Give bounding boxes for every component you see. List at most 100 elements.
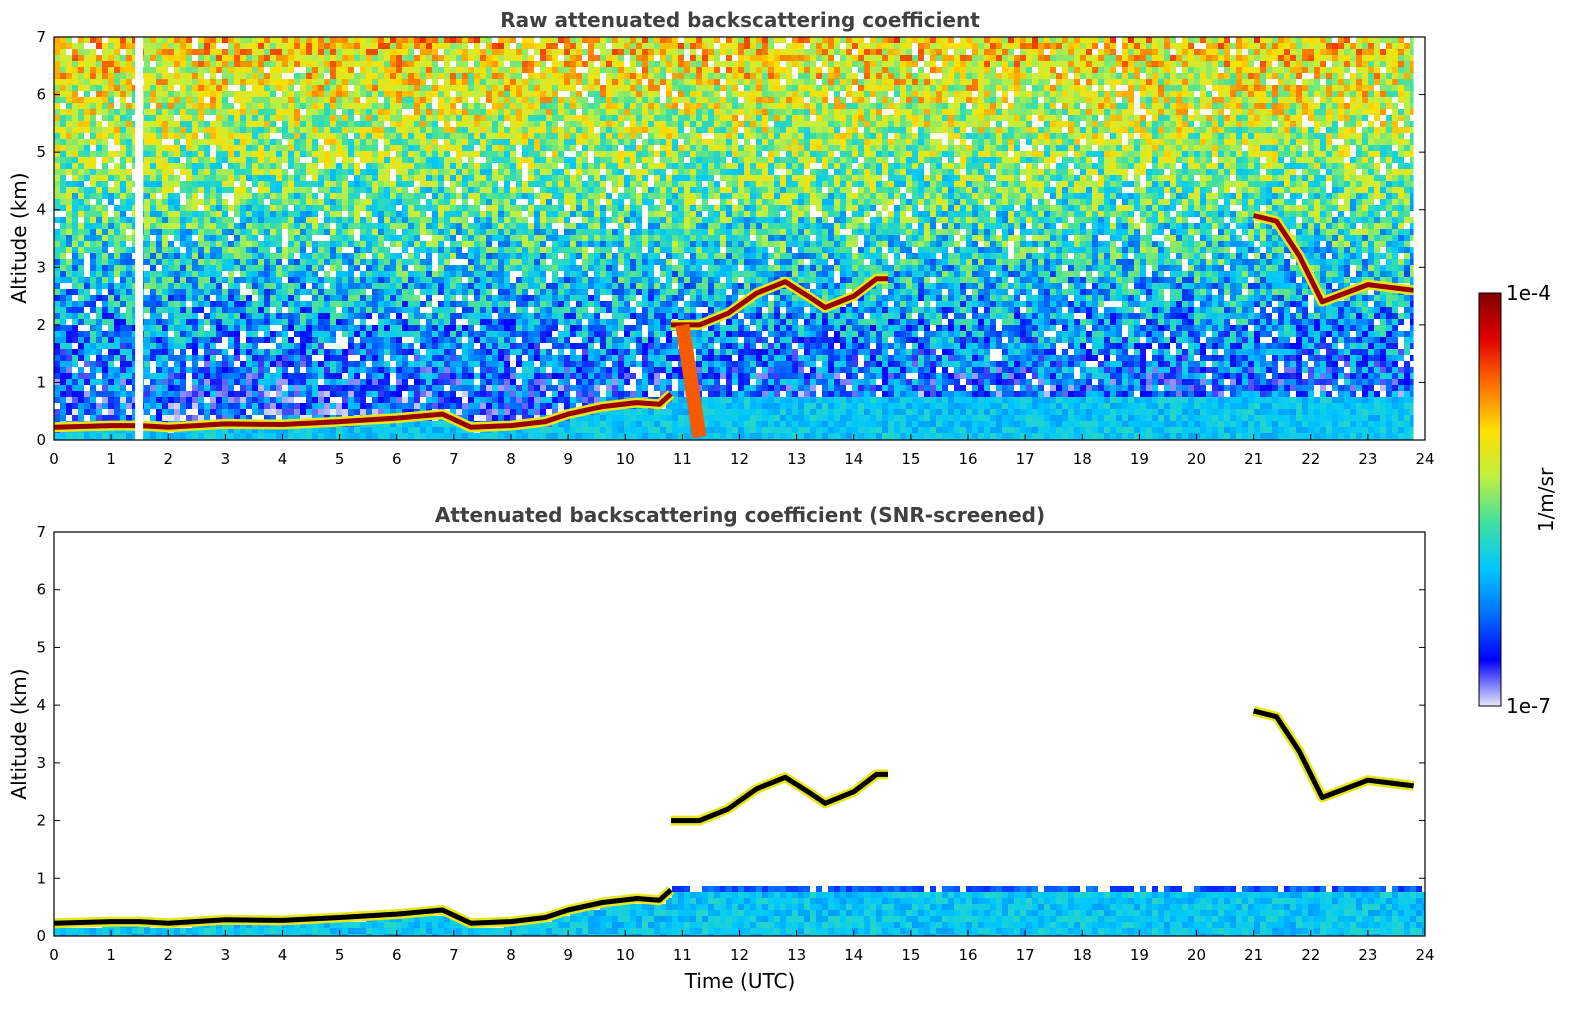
heatmap-cell — [402, 259, 408, 265]
heatmap-cell — [114, 49, 120, 55]
heatmap-cell — [390, 133, 396, 139]
heatmap-cell — [462, 349, 468, 355]
heatmap-cell — [444, 79, 450, 85]
heatmap-cell — [126, 91, 132, 97]
heatmap-cell — [186, 91, 192, 97]
heatmap-cell — [264, 427, 270, 433]
heatmap-cell — [522, 97, 528, 103]
heatmap-cell — [366, 409, 372, 415]
heatmap-cell — [504, 349, 510, 355]
heatmap-cell — [276, 295, 282, 301]
heatmap-cell — [210, 379, 216, 385]
heatmap-cell — [312, 145, 318, 151]
heatmap-cell — [498, 43, 504, 49]
heatmap-cell — [216, 427, 222, 433]
heatmap-cell — [288, 307, 294, 313]
heatmap-cell — [270, 229, 276, 235]
heatmap-cell — [162, 319, 168, 325]
heatmap-cell — [504, 379, 510, 385]
heatmap-cell — [390, 85, 396, 91]
heatmap-cell — [348, 151, 354, 157]
heatmap-cell — [486, 55, 492, 61]
heatmap-cell — [234, 91, 240, 97]
heatmap-cell — [300, 103, 306, 109]
heatmap-cell — [450, 325, 456, 331]
heatmap-cell — [396, 211, 402, 217]
heatmap-cell — [348, 103, 354, 109]
heatmap-cell — [318, 409, 324, 415]
heatmap-cell — [444, 271, 450, 277]
heatmap-cell — [384, 127, 390, 133]
heatmap-cell — [180, 163, 186, 169]
heatmap-cell — [378, 67, 384, 73]
heatmap-cell — [372, 139, 378, 145]
heatmap-cell — [156, 187, 162, 193]
heatmap-cell — [468, 247, 474, 253]
heatmap-cell — [528, 349, 534, 355]
heatmap-cell — [378, 289, 384, 295]
heatmap-cell — [108, 307, 114, 313]
heatmap-cell — [342, 259, 348, 265]
heatmap-cell — [156, 253, 162, 259]
heatmap-cell — [108, 79, 114, 85]
heatmap-cell — [306, 337, 312, 343]
heatmap-cell — [336, 37, 342, 43]
heatmap-cell — [132, 277, 138, 283]
heatmap-cell — [216, 373, 222, 379]
heatmap-cell — [474, 169, 480, 175]
heatmap-cell — [234, 355, 240, 361]
heatmap-cell — [516, 229, 522, 235]
heatmap-cell — [252, 391, 258, 397]
heatmap-cell — [318, 343, 324, 349]
heatmap-cell — [432, 55, 438, 61]
heatmap-cell — [96, 133, 102, 139]
heatmap-cell — [510, 169, 516, 175]
heatmap-cell — [294, 247, 300, 253]
heatmap-cell — [306, 187, 312, 193]
heatmap-cell — [252, 181, 258, 187]
heatmap-cell — [450, 355, 456, 361]
heatmap-cell — [474, 301, 480, 307]
heatmap-cell — [408, 193, 414, 199]
heatmap-cell — [480, 259, 486, 265]
heatmap-cell — [300, 391, 306, 397]
heatmap-cell — [132, 61, 138, 67]
heatmap-cell — [216, 49, 222, 55]
heatmap-cell — [342, 223, 348, 229]
heatmap-cell — [60, 55, 66, 61]
heatmap-cell — [198, 187, 204, 193]
heatmap-cell — [150, 151, 156, 157]
heatmap-cell — [468, 205, 474, 211]
heatmap-cell — [504, 337, 510, 343]
heatmap-cell — [162, 235, 168, 241]
heatmap-cell — [348, 277, 354, 283]
heatmap-cell — [216, 109, 222, 115]
heatmap-cell — [306, 433, 312, 439]
heatmap-cell — [504, 325, 510, 331]
heatmap-cell — [396, 313, 402, 319]
heatmap-cell — [312, 181, 318, 187]
heatmap-cell — [234, 409, 240, 415]
heatmap-cell — [480, 67, 486, 73]
heatmap-cell — [492, 91, 498, 97]
heatmap-cell — [426, 331, 432, 337]
heatmap-cell — [240, 169, 246, 175]
heatmap-cell — [498, 175, 504, 181]
heatmap-cell — [450, 97, 456, 103]
heatmap-cell — [204, 337, 210, 343]
heatmap-cell — [102, 295, 108, 301]
heatmap-cell — [390, 253, 396, 259]
heatmap-cell — [372, 97, 378, 103]
heatmap-cell — [264, 103, 270, 109]
heatmap-cell — [198, 73, 204, 79]
heatmap-cell — [444, 91, 450, 97]
heatmap-cell — [336, 427, 342, 433]
heatmap-cell — [516, 241, 522, 247]
heatmap-cell — [54, 397, 60, 403]
heatmap-cell — [402, 43, 408, 49]
heatmap-cell — [132, 319, 138, 325]
heatmap-cell — [240, 37, 246, 43]
heatmap-cell — [354, 151, 360, 157]
heatmap-cell — [504, 301, 510, 307]
heatmap-cell — [96, 85, 102, 91]
